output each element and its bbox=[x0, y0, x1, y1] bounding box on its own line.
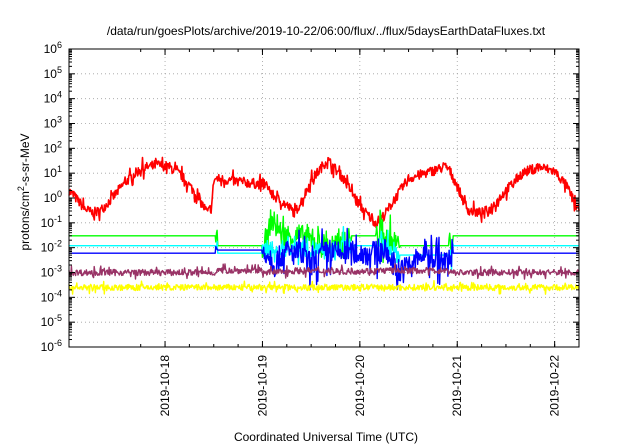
y-axis-label-base: protons/cm bbox=[18, 191, 32, 250]
y-tick-label-exp: 3 bbox=[57, 115, 62, 125]
axis-ticks bbox=[69, 48, 579, 348]
y-tick-label-base: 10 bbox=[41, 340, 55, 354]
y-tick-label: 104 bbox=[44, 90, 62, 106]
y-tick-label-base: 10 bbox=[44, 67, 58, 81]
x-tick-label: 2019-10-19 bbox=[255, 355, 269, 417]
y-tick-label-exp: -5 bbox=[54, 313, 62, 323]
y-tick-label: 103 bbox=[44, 115, 62, 131]
y-tick-label-base: 10 bbox=[41, 241, 55, 255]
y-tick-label-base: 10 bbox=[44, 191, 58, 205]
series-line bbox=[68, 226, 580, 272]
y-tick-label-base: 10 bbox=[41, 315, 55, 329]
y-tick-label-exp: 5 bbox=[57, 65, 62, 75]
y-tick-label: 10-2 bbox=[41, 239, 62, 255]
y-tick-label: 10-4 bbox=[41, 288, 62, 304]
y-tick-label: 10-3 bbox=[41, 264, 62, 280]
y-tick-label-exp: 2 bbox=[57, 139, 62, 149]
series-line bbox=[68, 263, 580, 280]
y-tick-label-exp: -2 bbox=[54, 239, 62, 249]
y-tick-label-exp: -3 bbox=[54, 264, 62, 274]
y-tick-label: 100 bbox=[44, 189, 62, 205]
y-tick-label-exp: -6 bbox=[54, 338, 62, 348]
y-axis-label-sup: 2 bbox=[16, 186, 26, 191]
y-tick-label: 10-1 bbox=[41, 214, 62, 230]
y-axis-label-rest: -s-sr-MeV bbox=[18, 133, 32, 186]
y-tick-label-base: 10 bbox=[41, 290, 55, 304]
y-tick-label-base: 10 bbox=[41, 216, 55, 230]
y-tick-label-base: 10 bbox=[44, 92, 58, 106]
y-tick-label-exp: 1 bbox=[57, 164, 62, 174]
x-tick-label: 2019-10-20 bbox=[353, 355, 367, 417]
chart-title: /data/run/goesPlots/archive/2019-10-22/0… bbox=[107, 24, 546, 38]
series-line bbox=[68, 156, 580, 229]
x-tick-label: 2019-10-18 bbox=[158, 355, 172, 417]
x-tick-label: 2019-10-21 bbox=[450, 355, 464, 417]
y-tick-label-base: 10 bbox=[44, 166, 58, 180]
series-line bbox=[68, 280, 580, 295]
y-tick-label: 101 bbox=[44, 164, 62, 180]
y-tick-label-exp: -1 bbox=[54, 214, 62, 224]
plot-area bbox=[68, 156, 580, 295]
y-tick-label: 10-5 bbox=[41, 313, 62, 329]
x-tick-label: 2019-10-22 bbox=[548, 355, 562, 417]
x-tick-labels: 2019-10-18 2019-10-19 2019-10-20 2019-10-21… bbox=[158, 355, 562, 417]
series-line bbox=[68, 227, 580, 291]
y-tick-label: 106 bbox=[44, 40, 62, 56]
x-axis-label: Coordinated Universal Time (UTC) bbox=[234, 430, 418, 444]
y-tick-label: 10-6 bbox=[41, 338, 62, 354]
y-axis-label: protons/cm2-s-sr-MeV bbox=[16, 133, 32, 250]
y-tick-label: 102 bbox=[44, 139, 62, 155]
y-tick-label-exp: 0 bbox=[57, 189, 62, 199]
y-tick-label-exp: -4 bbox=[54, 288, 62, 298]
y-tick-label-base: 10 bbox=[44, 141, 58, 155]
y-tick-label-base: 10 bbox=[41, 266, 55, 280]
y-tick-label: 105 bbox=[44, 65, 62, 81]
y-tick-label-exp: 4 bbox=[57, 90, 62, 100]
y-tick-label-base: 10 bbox=[44, 117, 58, 131]
y-tick-labels: 10-610-510-410-310-210-11001011021031041… bbox=[41, 40, 62, 354]
y-tick-label-exp: 6 bbox=[57, 40, 62, 50]
y-tick-label-base: 10 bbox=[44, 42, 58, 56]
gridlines bbox=[69, 49, 579, 347]
